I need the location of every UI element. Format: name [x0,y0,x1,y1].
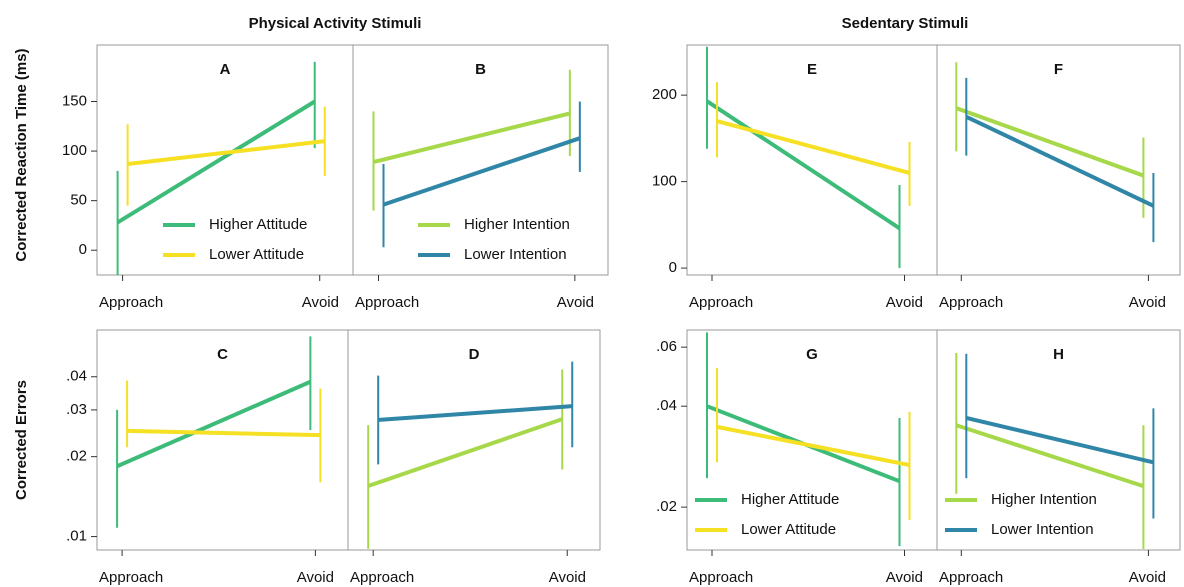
x-tick-label: Approach [689,569,753,586]
legend-label: Higher Attitude [209,216,307,233]
panel-frame [347,329,601,551]
panel-frame [936,329,1181,551]
legend-label: Lower Attitude [209,246,304,263]
x-tick-label: Avoid [302,294,339,311]
y-tick-label: 0 [669,259,677,276]
series-line [367,417,563,488]
legend-label: Lower Intention [464,246,567,263]
x-tick-label: Approach [939,569,1003,586]
legend-label: Lower Attitude [741,521,836,538]
series-line [965,114,1155,208]
row-label: Corrected Reaction Time (ms) [13,48,30,261]
x-tick-label: Approach [355,294,419,311]
series-line [705,99,901,230]
panel-label: H [1053,346,1064,363]
y-tick-label: 100 [652,173,677,190]
row-label: Corrected Errors [13,380,30,500]
y-tick-label: .02 [66,448,87,465]
panel-frame [352,44,609,276]
y-tick-label: .04 [66,368,87,385]
y-tick-label: .06 [656,338,677,355]
x-tick-label: Avoid [549,569,586,586]
series-line [955,106,1145,178]
series-line [116,99,316,225]
x-tick-label: Avoid [1129,294,1166,311]
y-tick-label: .04 [656,397,677,414]
x-tick-label: Avoid [886,294,923,311]
series-line [378,404,573,422]
x-tick-label: Avoid [886,569,923,586]
x-tick-label: Approach [99,569,163,586]
legend-label: Lower Intention [991,521,1094,538]
y-tick-label: 50 [70,192,87,209]
panel-label: C [217,346,228,363]
series-line [116,379,312,469]
x-tick-label: Avoid [1129,569,1166,586]
series-line [127,428,321,438]
y-tick-label: 0 [79,241,87,258]
x-tick-label: Approach [99,294,163,311]
y-tick-label: .01 [66,528,87,545]
panel-label: G [806,346,818,363]
y-tick-label: .02 [656,498,677,515]
legend-label: Higher Intention [464,216,570,233]
series-line [373,111,571,164]
column-title: Physical Activity Stimuli [249,15,422,32]
column-title: Sedentary Stimuli [842,15,969,32]
series-line [955,423,1145,489]
y-tick-label: 200 [652,86,677,103]
y-tick-label: 100 [62,142,87,159]
panel-frame [936,44,1181,276]
panel-label: B [475,61,486,78]
x-tick-label: Approach [939,294,1003,311]
legend-label: Higher Intention [991,491,1097,508]
x-tick-label: Avoid [557,294,594,311]
legend-label: Higher Attitude [741,491,839,508]
x-tick-label: Approach [689,294,753,311]
panel-label: D [469,346,480,363]
x-tick-label: Approach [350,569,414,586]
series-line [382,136,581,207]
y-tick-label: .03 [66,401,87,418]
series-line [716,424,910,468]
x-tick-label: Avoid [297,569,334,586]
series-line [716,119,911,175]
panel-label: F [1054,61,1063,78]
panel-label: E [807,61,817,78]
series-line [127,139,325,166]
y-tick-label: 150 [62,92,87,109]
series-line [965,415,1154,465]
panel-label: A [220,61,231,78]
